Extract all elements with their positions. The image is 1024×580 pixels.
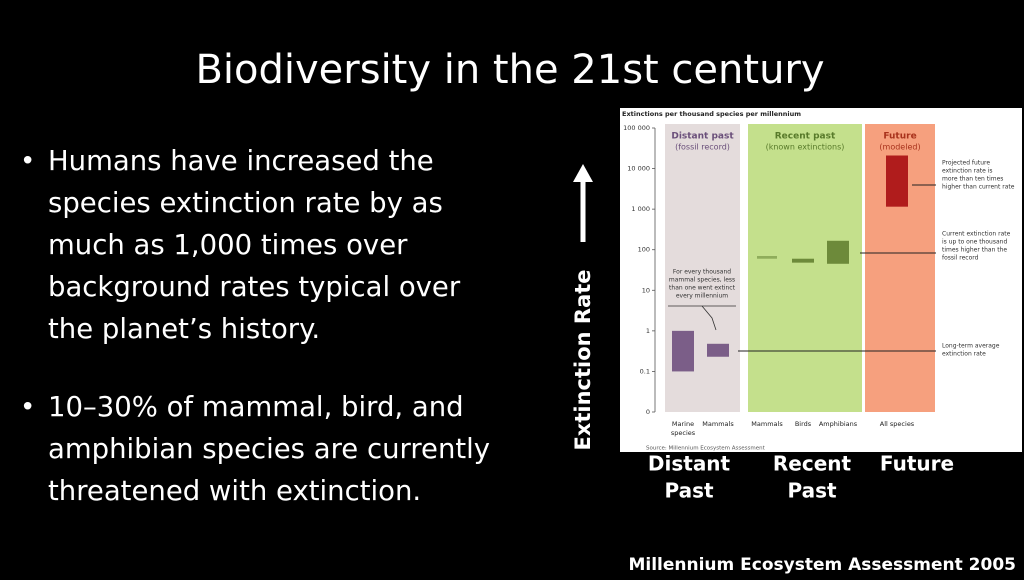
annotation: times higher than the bbox=[942, 247, 1007, 254]
annotation: than one went extinct bbox=[669, 285, 736, 292]
axis-label: Extinction Rate bbox=[571, 269, 595, 450]
period-label: Future bbox=[880, 452, 954, 476]
period-name: Recent past bbox=[775, 132, 836, 142]
period-note: (modeled) bbox=[879, 143, 920, 152]
bullet-line: much as 1,000 times over bbox=[48, 229, 408, 261]
chart-title: Extinctions per thousand species per mil… bbox=[622, 110, 801, 118]
annotation: fossil record bbox=[942, 255, 979, 262]
bar bbox=[827, 240, 849, 264]
bullet-dot: • bbox=[20, 147, 35, 177]
x-tick-label: Marine bbox=[672, 420, 694, 428]
period-band bbox=[748, 124, 862, 412]
annotation: Projected future bbox=[942, 160, 990, 167]
x-tick-label: Birds bbox=[795, 420, 812, 428]
x-tick-label: All species bbox=[880, 420, 915, 428]
bar bbox=[672, 330, 694, 372]
period-note: (known extinctions) bbox=[766, 143, 845, 152]
bar bbox=[707, 343, 729, 357]
bullet-line: the planet’s history. bbox=[48, 313, 320, 345]
y-tick-label: 100 bbox=[638, 246, 650, 254]
y-tick-label: 100 000 bbox=[623, 124, 650, 132]
bullet-line: species extinction rate by as bbox=[48, 187, 443, 219]
y-tick-label: 0 bbox=[646, 408, 650, 416]
y-tick-label: 0.1 bbox=[640, 367, 650, 375]
annotation: more than ten times bbox=[942, 176, 1003, 183]
annotation: extinction rate is bbox=[942, 168, 993, 175]
credit: Millennium Ecosystem Assessment 2005 bbox=[628, 555, 1016, 575]
period-name: Future bbox=[883, 132, 916, 142]
source: Source: Millennium Ecosystem Assessment bbox=[646, 446, 766, 452]
x-tick-label: Mammals bbox=[751, 420, 783, 428]
bullet-line: Humans have increased the bbox=[48, 145, 434, 177]
period-label: Past bbox=[664, 479, 714, 503]
x-tick-label: Amphibians bbox=[819, 420, 858, 428]
bullet-line: 10–30% of mammal, bird, and bbox=[48, 391, 464, 423]
annotation: mammal species, less bbox=[669, 277, 735, 284]
x-tick-label: species bbox=[671, 429, 696, 437]
annotation: extinction rate bbox=[942, 351, 986, 358]
bar bbox=[886, 155, 908, 207]
y-tick-label: 10 000 bbox=[627, 165, 650, 173]
bar bbox=[792, 258, 814, 263]
annotation: Current extinction rate bbox=[942, 231, 1011, 238]
period-label: Past bbox=[787, 479, 837, 503]
bullet-line: amphibian species are currently bbox=[48, 433, 490, 465]
arrow-head bbox=[573, 164, 593, 182]
y-tick-label: 10 bbox=[642, 286, 650, 294]
bullet-line: background rates typical over bbox=[48, 271, 461, 303]
y-tick-label: 1 bbox=[646, 327, 650, 335]
annotation: higher than current rate bbox=[942, 184, 1015, 191]
bar bbox=[757, 255, 777, 259]
annotation: For every thousand bbox=[673, 269, 731, 276]
y-tick-label: 1 000 bbox=[631, 205, 650, 213]
callout-brace bbox=[668, 305, 736, 331]
annotation: Long-term average bbox=[942, 343, 1000, 350]
annotation: is up to one thousand bbox=[942, 239, 1007, 246]
period-name: Distant past bbox=[671, 132, 734, 142]
annotation: every millennium bbox=[676, 293, 728, 300]
period-label: Recent bbox=[773, 452, 852, 476]
x-tick-label: Mammals bbox=[702, 420, 734, 428]
bullet-dot: • bbox=[20, 393, 35, 423]
bullet-line: threatened with extinction. bbox=[48, 475, 421, 507]
period-label: Distant bbox=[648, 452, 731, 476]
period-note: (fossil record) bbox=[675, 143, 730, 152]
slide-title: Biodiversity in the 21st century bbox=[195, 47, 824, 93]
